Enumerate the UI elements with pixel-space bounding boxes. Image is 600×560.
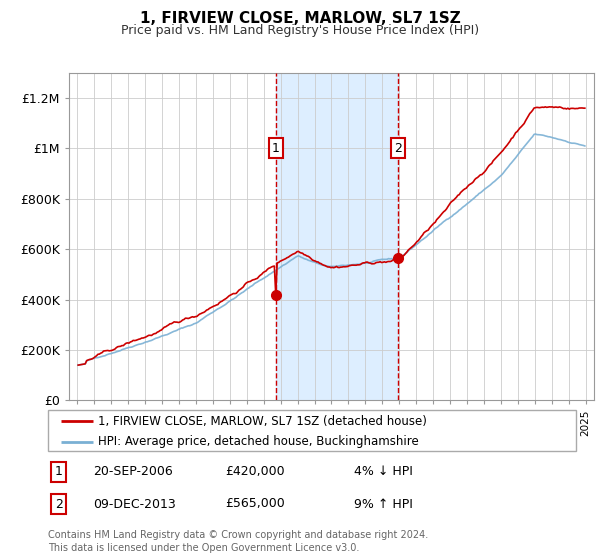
FancyBboxPatch shape	[48, 410, 576, 451]
Text: HPI: Average price, detached house, Buckinghamshire: HPI: Average price, detached house, Buck…	[98, 435, 419, 448]
Text: 9% ↑ HPI: 9% ↑ HPI	[354, 497, 413, 511]
Text: £420,000: £420,000	[225, 465, 284, 478]
Text: £565,000: £565,000	[225, 497, 285, 511]
Text: Price paid vs. HM Land Registry's House Price Index (HPI): Price paid vs. HM Land Registry's House …	[121, 24, 479, 36]
Text: Contains HM Land Registry data © Crown copyright and database right 2024.
This d: Contains HM Land Registry data © Crown c…	[48, 530, 428, 553]
Text: 09-DEC-2013: 09-DEC-2013	[93, 497, 176, 511]
Text: 1: 1	[272, 142, 280, 155]
Text: 1: 1	[55, 465, 63, 478]
Bar	[276, 73, 398, 400]
Text: 1, FIRVIEW CLOSE, MARLOW, SL7 1SZ: 1, FIRVIEW CLOSE, MARLOW, SL7 1SZ	[140, 11, 460, 26]
Text: 4% ↓ HPI: 4% ↓ HPI	[354, 465, 413, 478]
Text: 20-SEP-2006: 20-SEP-2006	[93, 465, 173, 478]
Text: 1, FIRVIEW CLOSE, MARLOW, SL7 1SZ (detached house): 1, FIRVIEW CLOSE, MARLOW, SL7 1SZ (detac…	[98, 415, 427, 428]
Text: 2: 2	[394, 142, 402, 155]
Text: 2: 2	[55, 497, 63, 511]
